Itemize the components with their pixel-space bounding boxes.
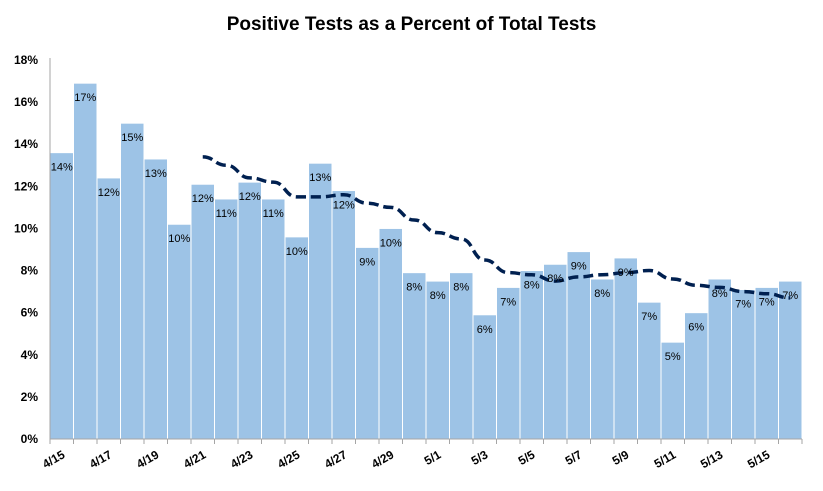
data-label: 13% <box>309 172 331 184</box>
data-label: 6% <box>477 324 493 336</box>
bar <box>167 223 192 440</box>
y-tick-label: 6% <box>21 306 39 320</box>
bar <box>543 263 568 440</box>
bar <box>590 278 615 440</box>
bar <box>707 278 732 440</box>
data-label: 8% <box>524 280 540 292</box>
bar <box>449 272 474 440</box>
y-tick-label: 2% <box>21 390 39 404</box>
y-tick-label: 14% <box>14 137 38 151</box>
bar <box>308 162 333 440</box>
bar <box>778 280 803 440</box>
x-tick-label: 4/23 <box>228 447 256 471</box>
y-tick-label: 8% <box>21 264 39 278</box>
bar <box>261 198 286 440</box>
bar <box>331 190 356 440</box>
data-label: 8% <box>453 282 469 294</box>
x-tick-label: 5/11 <box>652 447 679 471</box>
data-label: 9% <box>359 256 375 268</box>
data-label: 10% <box>286 246 308 258</box>
data-label: 12% <box>333 200 355 212</box>
x-tick-label: 5/13 <box>698 447 726 471</box>
y-tick-label: 18% <box>14 53 38 67</box>
data-label: 8% <box>712 288 728 300</box>
bar <box>378 227 403 440</box>
bar <box>237 181 262 440</box>
data-label: 15% <box>121 132 143 144</box>
x-tick-label: 5/3 <box>469 447 491 468</box>
x-tick-label: 4/27 <box>322 447 350 471</box>
data-label: 12% <box>192 193 214 205</box>
chart-title: Positive Tests as a Percent of Total Tes… <box>226 14 597 35</box>
bar <box>190 183 215 440</box>
data-label: 7% <box>500 296 516 308</box>
data-label: 7% <box>782 290 798 302</box>
bar <box>731 289 756 440</box>
data-label: 8% <box>406 282 422 294</box>
bar <box>754 286 779 440</box>
x-tick-label: 5/1 <box>422 447 444 468</box>
bar <box>496 286 521 440</box>
x-tick-label: 4/29 <box>369 447 397 471</box>
data-label: 13% <box>145 168 167 180</box>
data-label: 8% <box>547 273 563 285</box>
bar <box>284 236 309 440</box>
x-tick-label: 5/7 <box>563 447 585 468</box>
bar <box>402 272 427 440</box>
data-label: 8% <box>594 288 610 300</box>
x-tick-label: 5/15 <box>745 447 773 471</box>
data-label: 6% <box>688 322 704 334</box>
data-label: 7% <box>759 296 775 308</box>
data-label: 10% <box>380 237 402 249</box>
y-tick-label: 0% <box>21 432 39 446</box>
bar <box>96 177 121 440</box>
bar <box>566 251 591 440</box>
data-label: 12% <box>98 187 120 199</box>
data-label: 9% <box>571 261 587 273</box>
data-label: 12% <box>239 191 261 203</box>
trend-line <box>202 155 791 300</box>
x-tick-label: 4/25 <box>275 447 303 471</box>
y-tick-label: 10% <box>14 221 38 235</box>
data-label: 14% <box>51 162 73 174</box>
bar <box>425 280 450 440</box>
data-label: 17% <box>74 92 96 104</box>
data-label: 10% <box>168 233 190 245</box>
bar <box>73 82 98 440</box>
x-tick-label: 5/9 <box>610 447 632 468</box>
data-label: 5% <box>665 351 681 363</box>
x-tick-label: 4/19 <box>134 447 162 471</box>
y-tick-label: 16% <box>14 95 38 109</box>
bar <box>49 152 74 440</box>
data-label: 8% <box>430 290 446 302</box>
x-tick-label: 4/21 <box>181 447 209 471</box>
x-tick-label: 4/15 <box>40 447 68 471</box>
data-label: 9% <box>618 267 634 279</box>
bar <box>214 198 239 440</box>
y-tick-label: 4% <box>21 348 39 362</box>
bar <box>355 246 380 440</box>
bar <box>519 270 544 440</box>
y-tick-label: 12% <box>14 179 38 193</box>
x-tick-label: 5/5 <box>516 447 538 468</box>
bar <box>143 158 168 440</box>
bar <box>120 122 145 440</box>
data-label: 7% <box>641 311 657 323</box>
data-label: 11% <box>263 208 284 220</box>
data-label: 11% <box>216 208 237 220</box>
x-tick-label: 4/17 <box>87 447 115 471</box>
data-label: 7% <box>735 299 751 311</box>
bar <box>613 257 638 440</box>
